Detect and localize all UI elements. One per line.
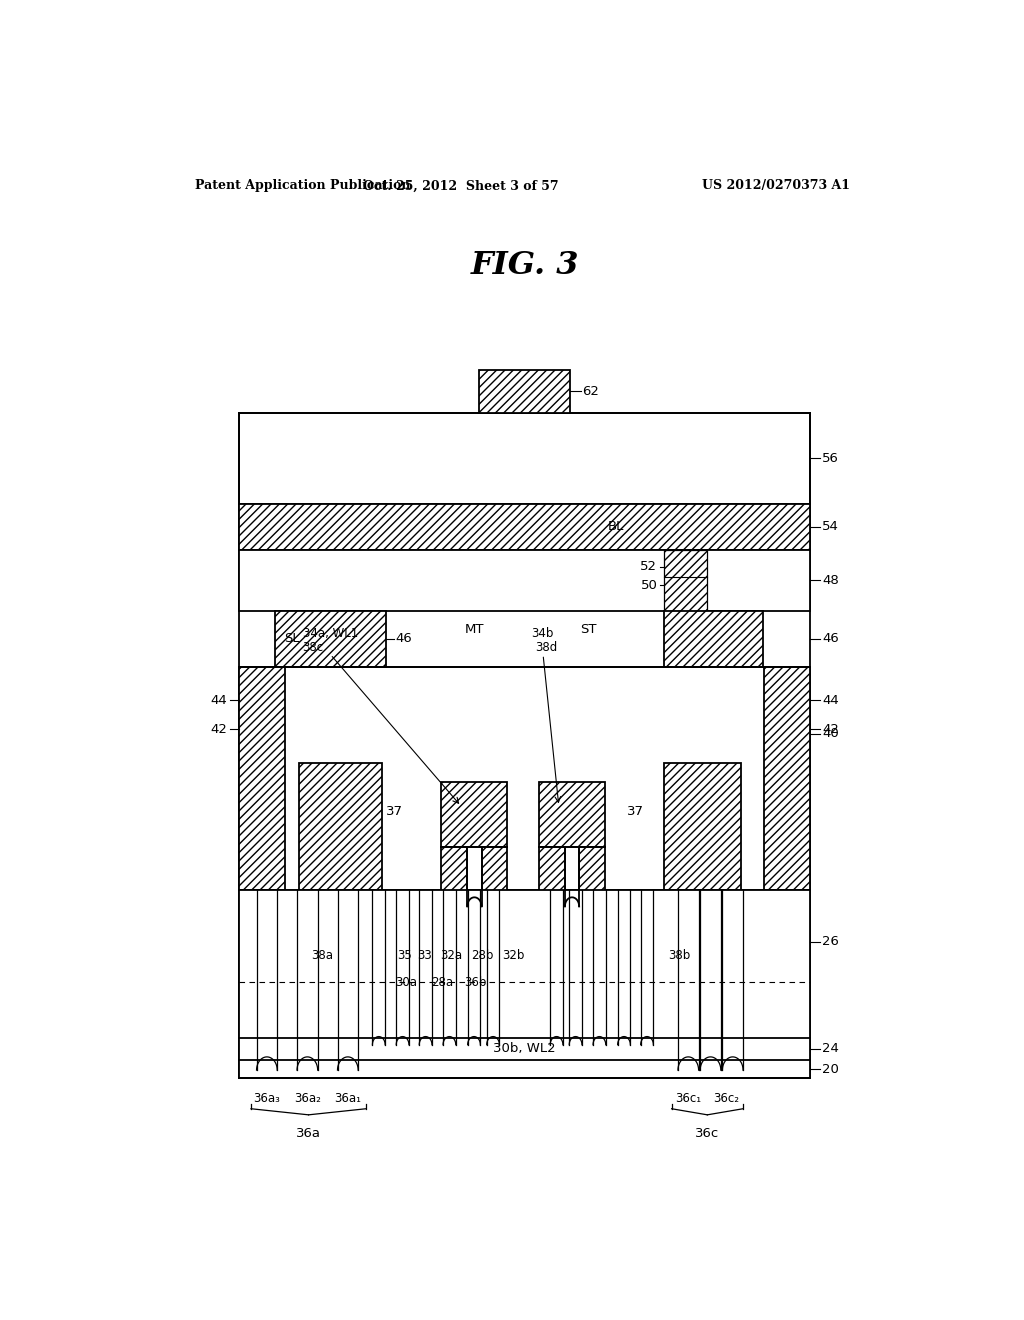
Text: 36a₃: 36a₃ [254, 1092, 281, 1105]
Text: 32b: 32b [502, 949, 524, 962]
Text: 38a: 38a [311, 949, 334, 962]
Text: Patent Application Publication: Patent Application Publication [196, 180, 411, 193]
Bar [274, 611, 386, 667]
Text: 48: 48 [822, 574, 839, 586]
Bar [240, 890, 811, 1078]
Text: 62: 62 [583, 384, 599, 397]
Text: 20: 20 [822, 1063, 840, 1076]
Bar [285, 667, 765, 890]
Text: Oct. 25, 2012  Sheet 3 of 57: Oct. 25, 2012 Sheet 3 of 57 [364, 180, 559, 193]
Text: 26: 26 [822, 936, 840, 948]
Bar [765, 667, 811, 890]
Bar [664, 763, 740, 890]
Text: 34a, WL1: 34a, WL1 [303, 627, 357, 640]
Text: 37: 37 [627, 805, 644, 818]
Text: BL: BL [607, 520, 624, 533]
Text: 30b, WL2: 30b, WL2 [494, 1043, 556, 1055]
Text: 28a: 28a [431, 975, 454, 989]
Text: 24: 24 [822, 1043, 840, 1055]
Bar [441, 847, 467, 895]
Text: MT: MT [465, 623, 484, 636]
Text: 36a₂: 36a₂ [294, 1092, 321, 1105]
Text: 40: 40 [822, 727, 839, 741]
Text: 35: 35 [396, 949, 412, 962]
Text: 42: 42 [822, 723, 840, 735]
Text: 38d: 38d [536, 642, 557, 655]
Text: 36a: 36a [296, 1127, 322, 1140]
Text: 50: 50 [640, 578, 657, 591]
Bar [664, 549, 708, 611]
Text: 32a: 32a [440, 949, 462, 962]
Text: 42: 42 [210, 723, 227, 735]
Text: 36b: 36b [465, 975, 486, 989]
Text: 56: 56 [822, 451, 840, 465]
Text: 44: 44 [211, 693, 227, 706]
Bar [539, 847, 565, 895]
Text: 52: 52 [640, 560, 657, 573]
Text: 38c: 38c [303, 642, 324, 655]
Bar [481, 847, 507, 895]
Bar [539, 783, 605, 847]
Text: 30a: 30a [395, 975, 417, 989]
Text: 28b: 28b [471, 949, 494, 962]
Text: 46: 46 [395, 632, 413, 645]
Bar [240, 413, 811, 504]
Text: 34b: 34b [531, 627, 554, 640]
Text: US 2012/0270373 A1: US 2012/0270373 A1 [702, 180, 850, 193]
Bar [240, 504, 811, 549]
Text: 54: 54 [822, 520, 840, 533]
Text: 36c: 36c [695, 1127, 720, 1140]
Text: 37: 37 [386, 805, 402, 818]
Bar [479, 370, 570, 412]
Bar [240, 667, 285, 890]
Text: ST: ST [580, 623, 596, 636]
Bar [299, 763, 382, 890]
Text: 36c₂: 36c₂ [714, 1092, 739, 1105]
Bar [240, 549, 811, 611]
Bar [580, 847, 605, 895]
Text: 46: 46 [822, 632, 839, 645]
Bar [664, 611, 763, 667]
Text: FIG. 3: FIG. 3 [471, 249, 579, 281]
Text: 44: 44 [822, 693, 839, 706]
Text: 38b: 38b [669, 949, 690, 962]
Text: 36c₁: 36c₁ [675, 1092, 701, 1105]
Text: 33: 33 [418, 949, 432, 962]
Text: SL: SL [285, 632, 300, 645]
Bar [441, 783, 507, 847]
Text: 36a₁: 36a₁ [334, 1092, 361, 1105]
